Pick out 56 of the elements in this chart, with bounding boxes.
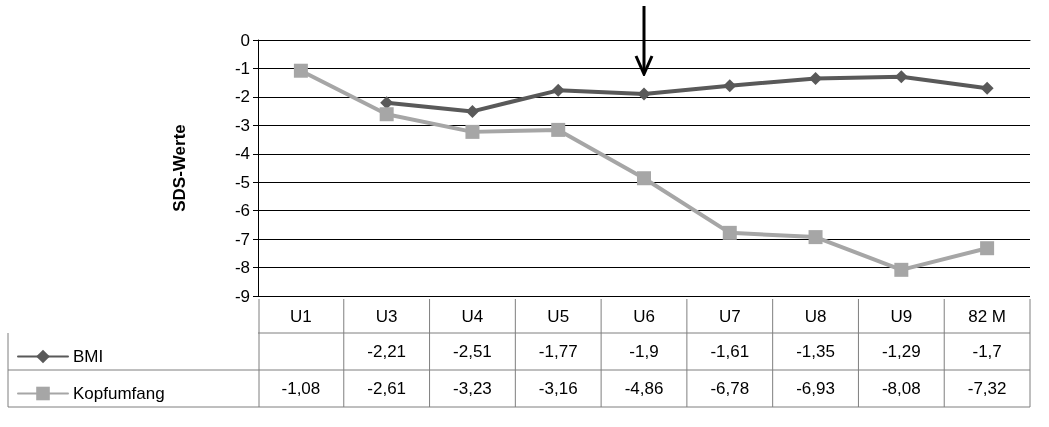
data-label: -6,93	[796, 379, 835, 398]
point	[980, 241, 995, 256]
x-tick-label: U3	[375, 307, 398, 326]
data-label: -1,7	[972, 342, 1002, 361]
point	[637, 171, 651, 186]
point	[723, 79, 737, 93]
data-label: -3,16	[538, 379, 578, 398]
data-label: -8,08	[881, 379, 921, 398]
y-tick-label: -8	[234, 258, 250, 278]
point	[465, 104, 479, 118]
y-tick-label: -2	[234, 87, 250, 107]
data-label: -1,08	[281, 379, 321, 398]
point	[808, 230, 823, 245]
data-label: -3,23	[453, 379, 492, 398]
point	[980, 81, 994, 95]
point	[379, 107, 394, 122]
y-tick-label: -6	[234, 201, 250, 221]
y-tick-label: -1	[234, 58, 250, 78]
data-label: -1,77	[538, 342, 578, 361]
point	[722, 225, 737, 240]
legend-label: BMI	[73, 347, 104, 366]
point	[465, 124, 480, 139]
point	[551, 122, 566, 137]
data-label: -4,86	[624, 379, 664, 398]
y-tick-label: -5	[234, 172, 250, 192]
point	[894, 70, 908, 84]
x-tick-label: U1	[290, 307, 312, 326]
y-axis-title: SDS-Werte	[170, 124, 189, 212]
point	[551, 83, 565, 97]
x-tick-label: U9	[890, 307, 913, 326]
point	[809, 71, 823, 85]
y-tick-label: -4	[234, 144, 250, 164]
y-tick-label: -9	[234, 286, 250, 306]
point	[637, 87, 651, 101]
data-label: -2,61	[367, 379, 407, 398]
data-label: -1,9	[629, 342, 659, 361]
data-label: -2,51	[453, 342, 492, 361]
data-label: -1,35	[796, 342, 835, 361]
x-tick-label: U4	[461, 307, 484, 326]
legend-label: Kopfumfang	[73, 384, 165, 403]
point	[894, 262, 909, 277]
x-tick-label: U5	[547, 307, 570, 326]
data-label: -1,61	[710, 342, 750, 361]
x-tick-label: U7	[718, 307, 741, 326]
data-label: -7,32	[967, 379, 1007, 398]
data-label: -6,78	[710, 379, 750, 398]
y-tick-label: -3	[234, 115, 250, 135]
y-tick-label: -7	[234, 229, 250, 249]
y-tick-label: 0	[240, 30, 250, 50]
data-label: -1,29	[881, 342, 921, 361]
point	[380, 96, 394, 110]
x-tick-label: U6	[633, 307, 655, 326]
data-label: -2,21	[367, 342, 407, 361]
point	[293, 63, 308, 78]
x-tick-label: 82 M	[968, 307, 1007, 326]
x-tick-label: U8	[804, 307, 827, 326]
